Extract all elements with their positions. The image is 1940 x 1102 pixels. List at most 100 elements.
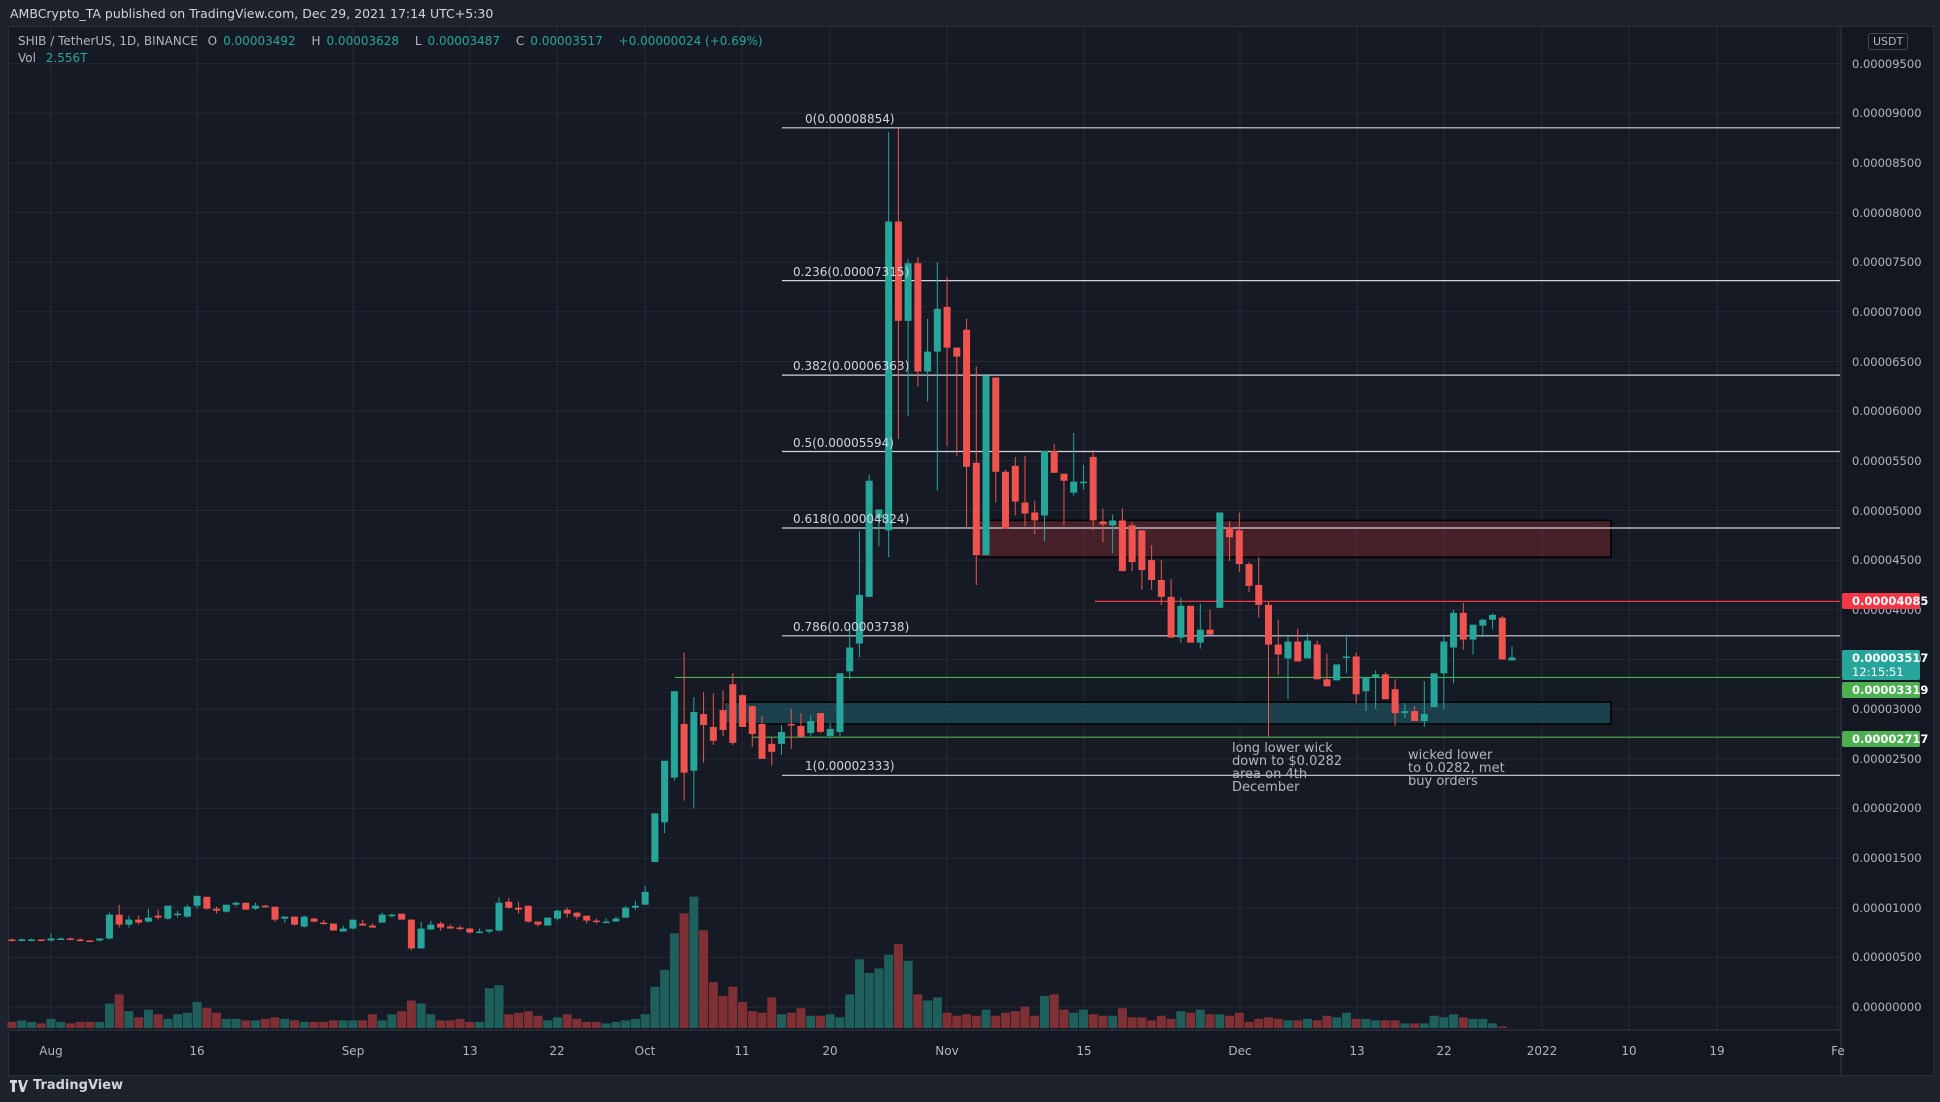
annotation-note-december[interactable]: long lower wick down to $0.0282 area on … (1232, 741, 1343, 795)
volume-bar (1176, 1011, 1186, 1028)
volume-bar (533, 1015, 543, 1028)
low-value: 0.00003487 (427, 34, 501, 48)
support-zone (723, 701, 1612, 725)
candle (144, 917, 152, 922)
currency-button[interactable]: USDT (1868, 33, 1909, 50)
candle (1498, 617, 1506, 660)
candle (1206, 629, 1214, 635)
volume-bar (1186, 1012, 1196, 1028)
volume-bar (299, 1021, 309, 1028)
annotation-note-wick[interactable]: wicked lower to 0.0282, met buy orders (1408, 748, 1505, 789)
candle (1128, 525, 1136, 563)
volume-bar (445, 1020, 455, 1028)
time-tick: 16 (189, 1044, 205, 1058)
candle (943, 306, 951, 348)
candle (18, 939, 26, 941)
volume-bar (582, 1021, 592, 1028)
volume-bar (348, 1020, 358, 1028)
candle (329, 923, 337, 931)
volume-bar (1156, 1015, 1166, 1028)
volume-bar (114, 994, 124, 1028)
candle (602, 921, 610, 924)
volume-bar (46, 1018, 56, 1028)
volume-bar (319, 1021, 329, 1028)
volume-bar (1410, 1023, 1420, 1028)
candle (924, 351, 932, 372)
time-tick: 20 (822, 1044, 838, 1058)
candle (709, 726, 717, 741)
candle (86, 940, 94, 942)
volume-bar (1147, 1020, 1157, 1028)
candle (1226, 527, 1234, 538)
candle (573, 912, 581, 917)
volume-bar (640, 1014, 650, 1028)
candle (1089, 456, 1097, 521)
volume-bar (1488, 1023, 1498, 1028)
volume-bar (923, 1000, 933, 1028)
price-tick: 0.00007000 (1852, 304, 1922, 319)
candle (739, 695, 747, 727)
price-tick: 0.00008500 (1852, 155, 1922, 170)
volume-bar (1302, 1018, 1312, 1028)
candle (729, 684, 737, 743)
time-tick: Oct (634, 1044, 656, 1058)
candle (670, 691, 678, 778)
support1-price-tag: 0.00003319 (1842, 682, 1928, 698)
price-tick: 0.00004500 (1852, 553, 1922, 568)
candle (1372, 674, 1380, 678)
candle (1050, 450, 1058, 473)
candle (378, 914, 386, 923)
candle (1352, 656, 1360, 695)
volume-bar (1117, 1008, 1127, 1028)
volume-bar (1419, 1023, 1429, 1028)
candle (476, 931, 484, 934)
candle (1255, 584, 1263, 605)
volume-bar (338, 1020, 348, 1028)
price-tick: 0.00005000 (1852, 503, 1922, 518)
candle (933, 308, 941, 352)
volume-bar (1390, 1020, 1400, 1028)
candle (855, 594, 863, 644)
chart-legend: SHIB / TetherUS, 1D, BINANCE O 0.00003492… (18, 33, 769, 67)
candle (446, 926, 454, 929)
volume-bar (465, 1021, 475, 1028)
volume-bar (328, 1020, 338, 1028)
volume-bar (251, 1020, 261, 1028)
volume-bar (104, 1003, 114, 1028)
candle (1157, 580, 1165, 597)
volume-bar (484, 988, 494, 1028)
volume-bar (1371, 1020, 1381, 1028)
volume-bar (699, 930, 709, 1028)
candle (524, 905, 532, 922)
candle (388, 914, 396, 917)
volume-bar (815, 1015, 825, 1028)
candle (1313, 644, 1321, 680)
symbol-label[interactable]: SHIB / TetherUS, 1D, BINANCE (18, 34, 198, 48)
candle (222, 904, 230, 912)
volume-bar (1205, 1014, 1215, 1028)
candle (1021, 502, 1029, 514)
volume-bar (952, 1015, 962, 1028)
tradingview-logo[interactable]: TradingView (10, 1078, 123, 1093)
publisher-text: AMBCrypto_TA published on TradingView.co… (10, 6, 494, 21)
ohlc-row: SHIB / TetherUS, 1D, BINANCE O 0.00003492… (18, 34, 763, 48)
open-value: 0.00003492 (223, 34, 296, 48)
volume-bar (669, 933, 679, 1028)
volume-bar (241, 1020, 251, 1028)
candle (826, 728, 834, 736)
volume-bar (514, 1012, 524, 1028)
volume-bar (825, 1014, 835, 1028)
candle (1381, 674, 1389, 700)
volume-label[interactable]: Vol (18, 51, 36, 65)
candle (1118, 520, 1126, 572)
volume-bar (173, 1014, 183, 1028)
candle (310, 918, 318, 922)
candle (398, 913, 406, 920)
candle (719, 710, 727, 730)
candle (1177, 605, 1185, 638)
volume-bar (543, 1020, 553, 1028)
volume-bar (1400, 1023, 1410, 1028)
candle (183, 906, 191, 917)
candle (368, 925, 376, 928)
